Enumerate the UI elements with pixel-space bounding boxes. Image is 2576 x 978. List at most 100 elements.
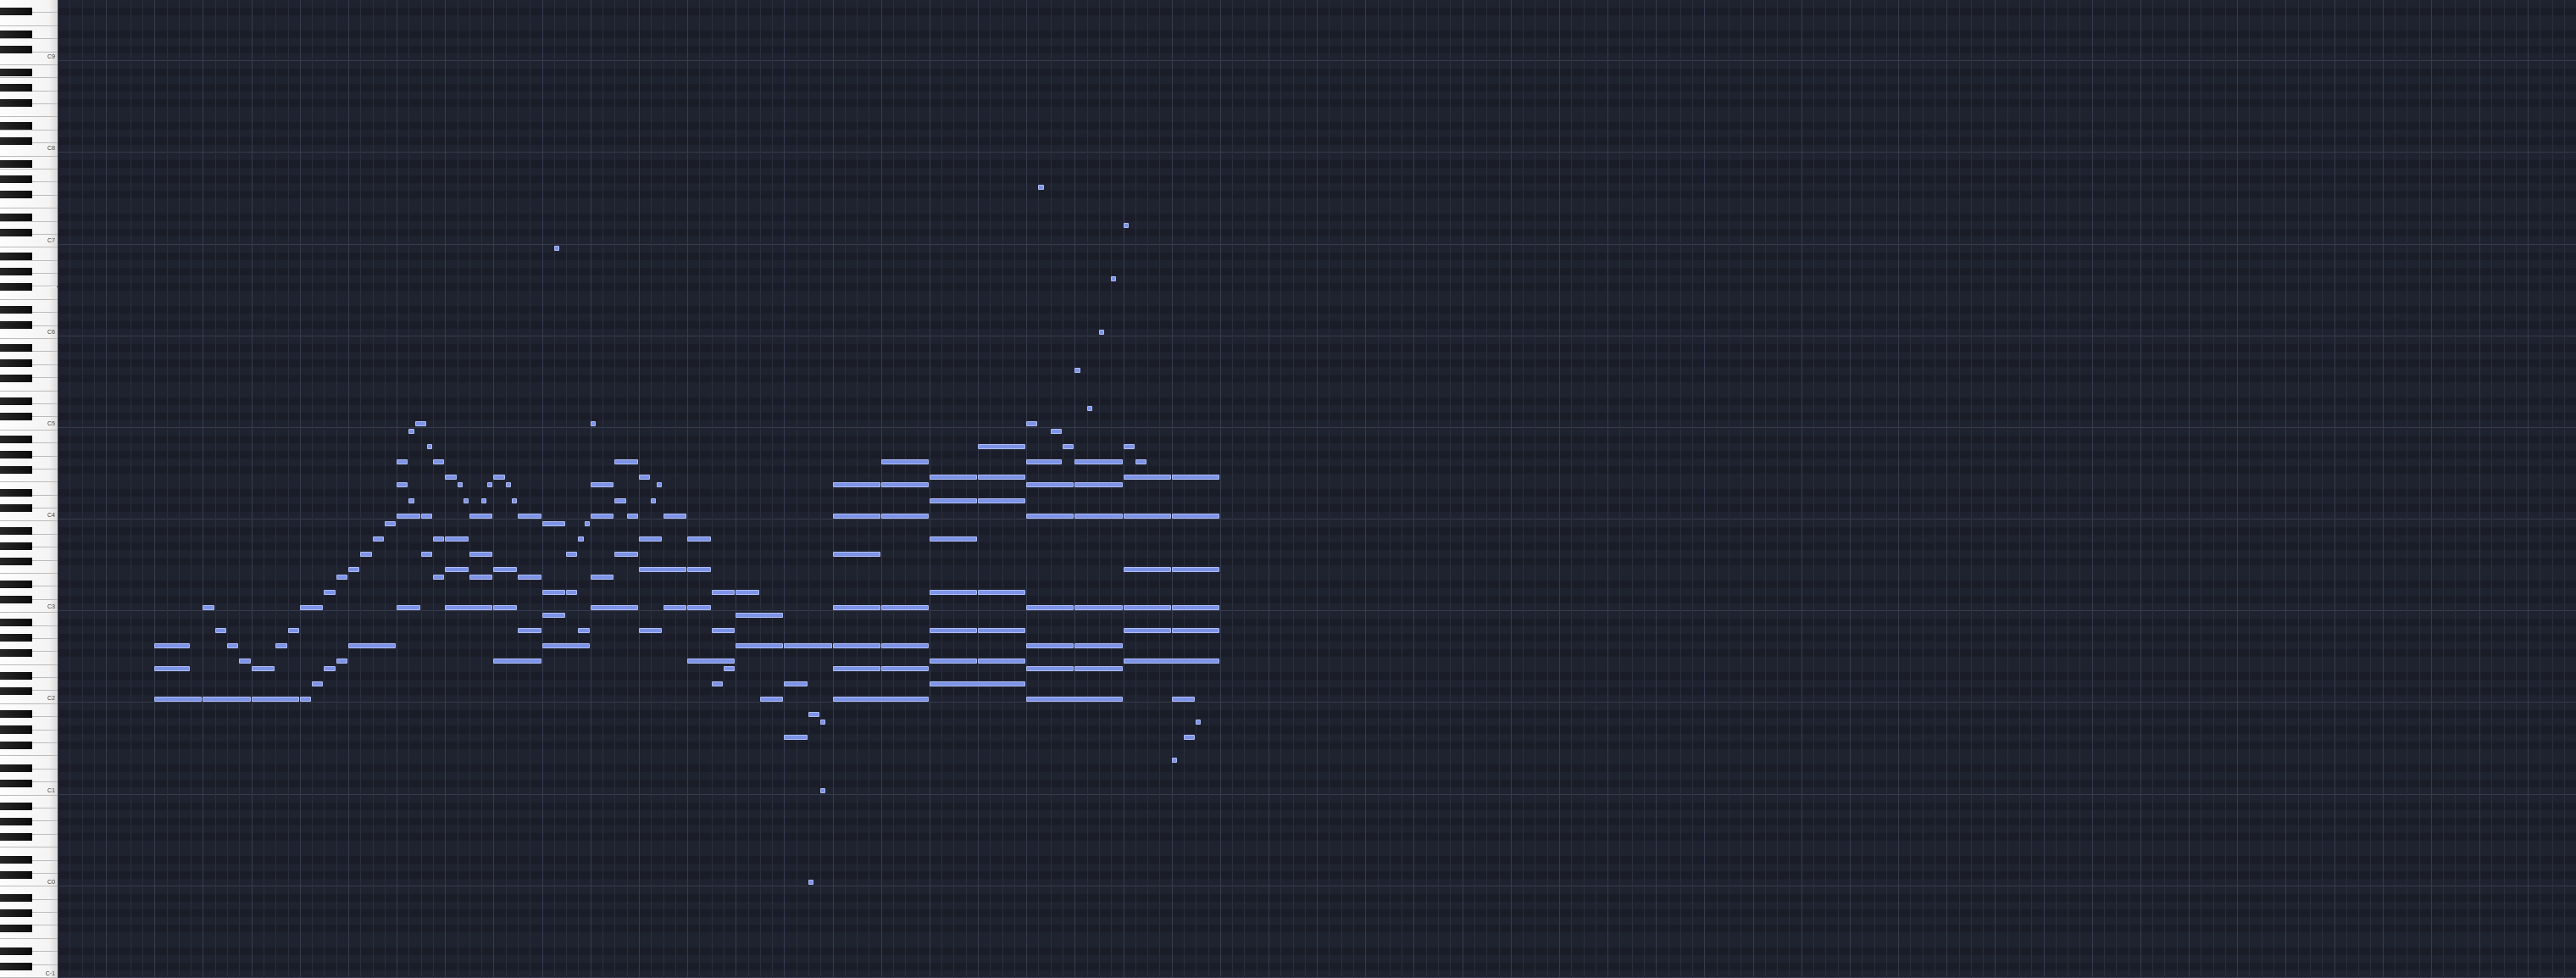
midi-note[interactable] bbox=[288, 628, 299, 633]
piano-black-key[interactable] bbox=[0, 558, 32, 565]
midi-note[interactable] bbox=[445, 605, 492, 610]
piano-black-key[interactable] bbox=[0, 84, 32, 92]
midi-note[interactable] bbox=[627, 514, 638, 519]
piano-black-key[interactable] bbox=[0, 436, 32, 443]
midi-note[interactable] bbox=[1074, 514, 1122, 519]
midi-note[interactable] bbox=[421, 514, 432, 519]
midi-note[interactable] bbox=[493, 658, 541, 664]
midi-note[interactable] bbox=[614, 498, 625, 503]
midi-note[interactable] bbox=[930, 681, 1025, 686]
midi-note[interactable] bbox=[978, 498, 1025, 503]
midi-note[interactable] bbox=[736, 613, 783, 618]
midi-note[interactable] bbox=[591, 482, 614, 487]
midi-note[interactable] bbox=[833, 514, 880, 519]
midi-note[interactable] bbox=[506, 482, 511, 487]
midi-note[interactable] bbox=[397, 514, 420, 519]
midi-note[interactable] bbox=[518, 575, 541, 580]
midi-note[interactable] bbox=[639, 536, 663, 542]
midi-note[interactable] bbox=[312, 681, 323, 686]
piano-black-key[interactable] bbox=[0, 963, 32, 970]
midi-note[interactable] bbox=[1172, 514, 1219, 519]
midi-note[interactable] bbox=[930, 498, 977, 503]
midi-note[interactable] bbox=[736, 643, 783, 648]
piano-black-key[interactable] bbox=[0, 375, 32, 382]
midi-note[interactable] bbox=[687, 567, 711, 572]
midi-note[interactable] bbox=[784, 643, 831, 648]
piano-black-key[interactable] bbox=[0, 268, 32, 275]
midi-note[interactable] bbox=[1099, 330, 1104, 335]
midi-note[interactable] bbox=[433, 459, 444, 464]
midi-note[interactable] bbox=[427, 444, 432, 449]
midi-note[interactable] bbox=[487, 482, 492, 487]
midi-note[interactable] bbox=[639, 628, 663, 633]
midi-note[interactable] bbox=[657, 482, 662, 487]
piano-black-key[interactable] bbox=[0, 947, 32, 955]
piano-black-key[interactable] bbox=[0, 894, 32, 902]
midi-note[interactable] bbox=[469, 514, 493, 519]
midi-note[interactable] bbox=[421, 552, 432, 557]
midi-note[interactable] bbox=[881, 459, 929, 464]
midi-note[interactable] bbox=[300, 697, 311, 702]
piano-black-key[interactable] bbox=[0, 99, 32, 107]
midi-note[interactable] bbox=[1026, 605, 1074, 610]
piano-black-key[interactable] bbox=[0, 619, 32, 626]
midi-note[interactable] bbox=[469, 552, 493, 557]
piano-black-key[interactable] bbox=[0, 818, 32, 825]
midi-note[interactable] bbox=[227, 643, 238, 648]
piano-black-key[interactable] bbox=[0, 871, 32, 879]
midi-note[interactable] bbox=[324, 666, 335, 671]
midi-note[interactable] bbox=[833, 643, 880, 648]
midi-note[interactable] bbox=[808, 712, 819, 717]
midi-note[interactable] bbox=[360, 552, 371, 557]
midi-note[interactable] bbox=[1172, 628, 1219, 633]
midi-note[interactable] bbox=[1172, 758, 1177, 763]
midi-note[interactable] bbox=[397, 459, 408, 464]
midi-note[interactable] bbox=[408, 429, 414, 434]
piano-black-key[interactable] bbox=[0, 596, 32, 603]
midi-note[interactable] bbox=[663, 514, 687, 519]
midi-note[interactable] bbox=[687, 536, 711, 542]
piano-black-key[interactable] bbox=[0, 397, 32, 405]
midi-note[interactable] bbox=[614, 459, 638, 464]
midi-note[interactable] bbox=[1135, 459, 1146, 464]
midi-note[interactable] bbox=[687, 605, 711, 610]
piano-black-key[interactable] bbox=[0, 413, 32, 420]
midi-note[interactable] bbox=[651, 498, 656, 503]
midi-note[interactable] bbox=[373, 536, 384, 542]
midi-note[interactable] bbox=[433, 536, 444, 542]
midi-note[interactable] bbox=[203, 697, 250, 702]
midi-note[interactable] bbox=[252, 666, 275, 671]
midi-note[interactable] bbox=[518, 628, 541, 633]
piano-black-key[interactable] bbox=[0, 31, 32, 38]
midi-note[interactable] bbox=[1074, 666, 1122, 671]
piano-black-key[interactable] bbox=[0, 710, 32, 718]
midi-note[interactable] bbox=[385, 521, 396, 526]
midi-note[interactable] bbox=[336, 575, 347, 580]
midi-note[interactable] bbox=[591, 575, 614, 580]
midi-note[interactable] bbox=[397, 605, 420, 610]
midi-note[interactable] bbox=[712, 628, 736, 633]
midi-note[interactable] bbox=[415, 421, 426, 426]
midi-note[interactable] bbox=[464, 498, 469, 503]
midi-note[interactable] bbox=[639, 567, 686, 572]
piano-black-key[interactable] bbox=[0, 925, 32, 932]
piano-roll-grid[interactable] bbox=[58, 0, 2576, 978]
midi-note[interactable] bbox=[881, 482, 929, 487]
piano-black-key[interactable] bbox=[0, 8, 32, 15]
midi-note[interactable] bbox=[493, 605, 517, 610]
midi-note[interactable] bbox=[663, 605, 687, 610]
midi-note[interactable] bbox=[578, 628, 589, 633]
midi-note[interactable] bbox=[1026, 643, 1074, 648]
midi-note[interactable] bbox=[1124, 567, 1171, 572]
midi-note[interactable] bbox=[930, 536, 977, 542]
piano-black-key[interactable] bbox=[0, 451, 32, 458]
midi-note[interactable] bbox=[1184, 735, 1195, 740]
piano-black-key[interactable] bbox=[0, 253, 32, 260]
piano-white-key[interactable] bbox=[0, 143, 58, 156]
piano-black-key[interactable] bbox=[0, 527, 32, 535]
midi-note[interactable] bbox=[215, 628, 226, 633]
midi-note[interactable] bbox=[591, 514, 614, 519]
midi-note[interactable] bbox=[1026, 666, 1074, 671]
midi-note[interactable] bbox=[493, 567, 517, 572]
piano-black-key[interactable] bbox=[0, 283, 32, 291]
